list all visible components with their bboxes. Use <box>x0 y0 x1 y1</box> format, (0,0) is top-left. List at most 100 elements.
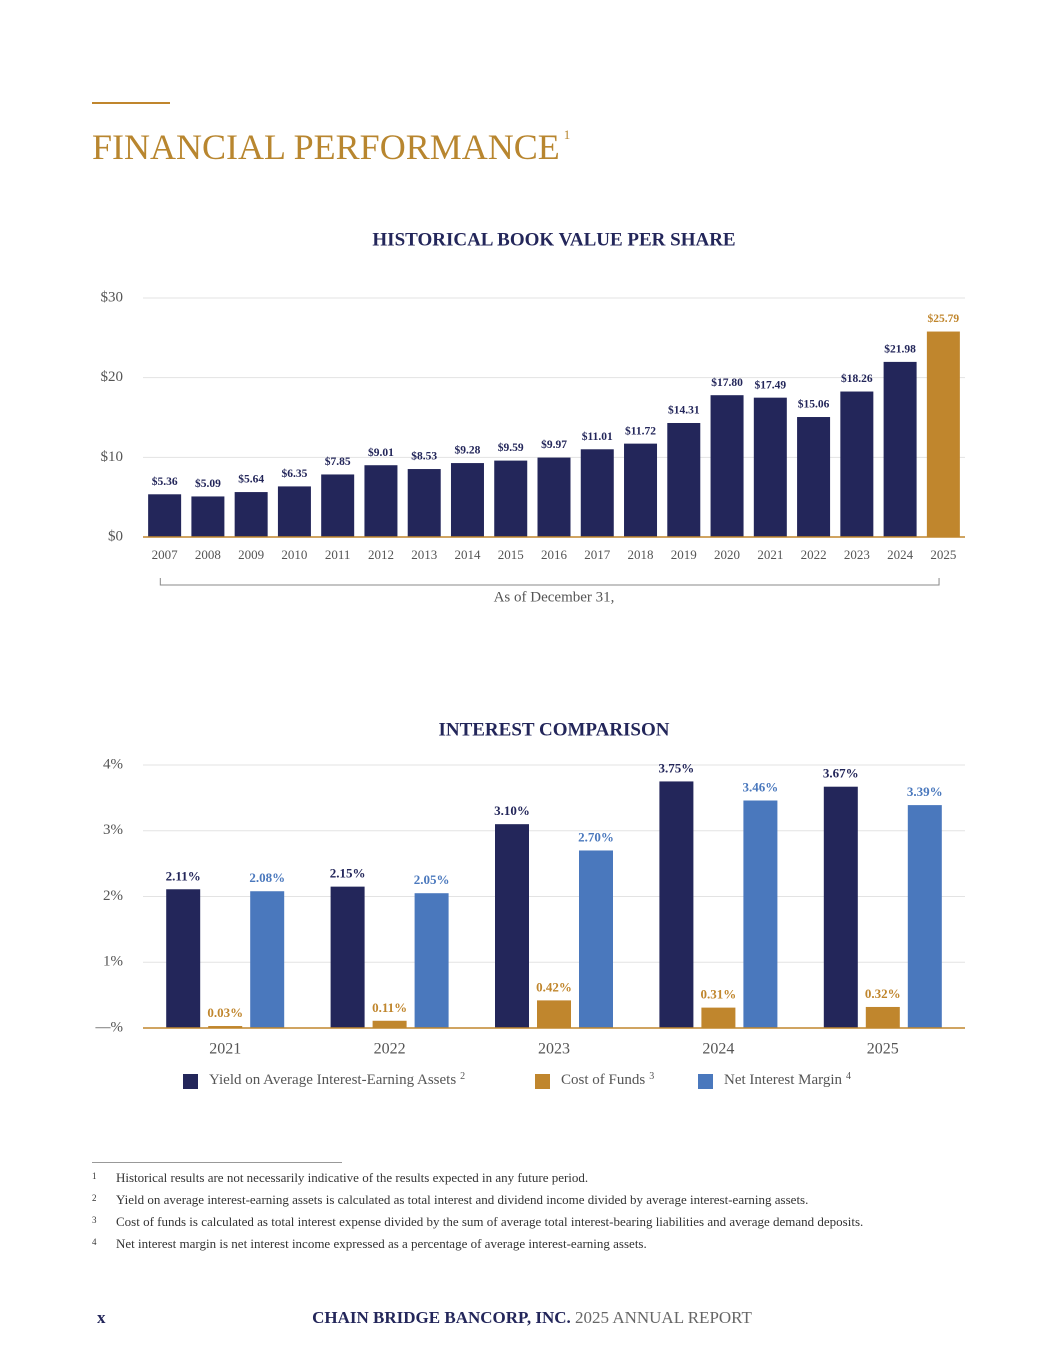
x-tick-label: 2011 <box>325 547 351 562</box>
value-label: $15.06 <box>798 398 830 411</box>
bar <box>494 460 528 537</box>
value-label: 0.32% <box>865 986 901 1001</box>
value-label: $17.80 <box>711 376 743 389</box>
company: CHAIN BRIDGE BANCORP, INC. <box>312 1308 571 1327</box>
report: 2025 ANNUAL REPORT <box>575 1308 752 1327</box>
bar <box>659 781 694 1028</box>
footnote: 3 Cost of funds is calculated as total in… <box>92 1214 952 1230</box>
footnote: 2 Yield on average interest-earning asset… <box>92 1192 952 1208</box>
footnote-text: Cost of funds is calculated as total int… <box>116 1214 864 1229</box>
value-label: 0.42% <box>536 979 572 994</box>
y-tick-label: 2% <box>103 888 123 904</box>
footnotes: 1 Historical results are not necessarily … <box>92 1170 952 1258</box>
bar <box>797 417 831 537</box>
bar <box>701 1007 736 1028</box>
legend-swatch <box>183 1074 198 1089</box>
value-label: $11.72 <box>625 424 656 437</box>
bar <box>277 486 311 537</box>
bar <box>579 850 613 1028</box>
y-tick-label: 4% <box>103 756 123 772</box>
bar <box>364 465 398 537</box>
footnote-marker: 2 <box>92 1193 97 1203</box>
value-label: $9.28 <box>455 444 481 457</box>
x-tick-label: 2019 <box>671 547 697 562</box>
footnote: 4 Net interest margin is net interest inc… <box>92 1236 952 1252</box>
footnote-marker: 4 <box>92 1237 97 1247</box>
title-rule <box>92 102 170 104</box>
x-tick-label: 2022 <box>801 547 827 562</box>
title-note: 1 <box>563 127 571 142</box>
page-number: x <box>97 1308 106 1327</box>
bar <box>407 469 441 537</box>
value-label: $11.01 <box>582 430 613 443</box>
value-label: 2.05% <box>414 872 450 887</box>
x-tick-label: 2023 <box>538 1041 570 1058</box>
footnote-marker: 3 <box>92 1215 97 1225</box>
x-tick-label: 2008 <box>195 547 221 562</box>
value-label: $7.85 <box>325 455 351 468</box>
bar <box>743 800 778 1028</box>
y-tick-label: —% <box>95 1019 124 1035</box>
bar <box>166 889 201 1028</box>
value-label: 0.03% <box>207 1005 243 1020</box>
bar <box>321 474 355 537</box>
y-tick-label: $30 <box>101 289 124 305</box>
bar <box>865 1006 900 1028</box>
footer-text: CHAIN BRIDGE BANCORP, INC. 2025 ANNUAL R… <box>0 1308 1064 1328</box>
x-tick-label: 2020 <box>714 547 740 562</box>
bar <box>330 886 365 1028</box>
bar <box>250 891 285 1028</box>
title-text: FINANCIAL PERFORMANCE <box>92 127 560 167</box>
bar <box>840 391 874 537</box>
value-label: $25.79 <box>928 312 960 325</box>
x-tick-label: 2025 <box>930 547 956 562</box>
x-tick-label: 2021 <box>209 1041 241 1058</box>
x-tick-label: 2021 <box>757 547 783 562</box>
bar <box>883 361 917 537</box>
y-tick-label: $0 <box>108 528 123 544</box>
bar <box>624 443 658 537</box>
x-tick-label: 2015 <box>498 547 524 562</box>
bar <box>823 786 858 1028</box>
value-label: 3.67% <box>823 766 859 781</box>
value-label: $5.64 <box>238 473 264 486</box>
value-label: $5.36 <box>152 475 178 488</box>
legend-entry: Cost of Funds 3 <box>561 1071 654 1088</box>
x-tick-label: 2017 <box>584 547 611 562</box>
bracket <box>159 578 940 586</box>
value-label: 3.39% <box>907 784 943 799</box>
value-label: 0.11% <box>372 1000 407 1015</box>
footnote-marker: 1 <box>92 1171 97 1181</box>
bar <box>414 893 449 1028</box>
x-tick-label: 2016 <box>541 547 568 562</box>
x-tick-label: 2018 <box>628 547 654 562</box>
x-tick-label: 2007 <box>152 547 179 562</box>
value-label: 2.11% <box>166 868 201 883</box>
value-label: $9.97 <box>541 438 567 451</box>
value-label: $21.98 <box>884 343 916 356</box>
value-label: 2.15% <box>330 866 366 881</box>
value-label: $9.59 <box>498 441 524 454</box>
bar <box>753 397 787 537</box>
value-label: $5.09 <box>195 477 221 490</box>
x-tick-label: 2012 <box>368 547 394 562</box>
bar <box>537 1000 571 1028</box>
x-tick-label: 2024 <box>702 1041 734 1058</box>
x-tick-label: 2023 <box>844 547 870 562</box>
y-tick-label: $10 <box>101 449 124 465</box>
x-axis-label: As of December 31, <box>494 589 615 605</box>
footnote: 1 Historical results are not necessarily … <box>92 1170 952 1186</box>
legend-note: 2 <box>460 1071 465 1082</box>
legend-entry: Net Interest Margin 4 <box>724 1071 851 1088</box>
value-label: $9.01 <box>368 446 394 459</box>
legend-name: Yield on Average Interest-Earning Assets <box>209 1072 456 1088</box>
legend-entry: Yield on Average Interest-Earning Assets… <box>209 1071 465 1088</box>
value-label: 3.75% <box>659 760 695 775</box>
x-tick-label: 2009 <box>238 547 264 562</box>
legend-note: 4 <box>846 1071 851 1082</box>
value-label: 3.46% <box>743 779 779 794</box>
x-tick-label: 2010 <box>281 547 307 562</box>
legend-swatch <box>535 1074 550 1089</box>
value-label: 2.08% <box>249 870 285 885</box>
